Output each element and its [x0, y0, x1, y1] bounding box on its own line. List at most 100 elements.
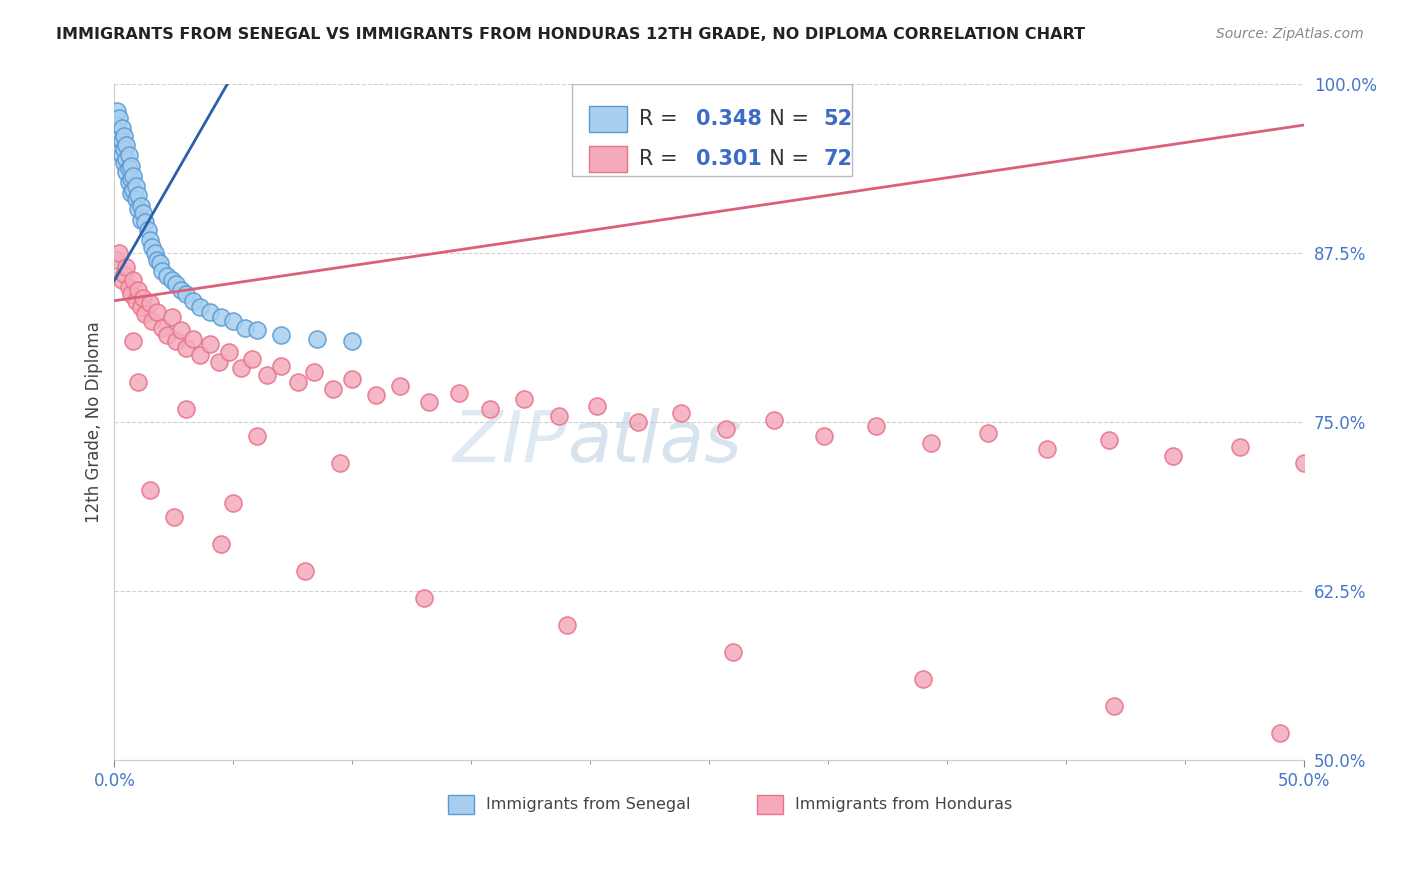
Point: [146, 304, 169, 318]
Point: [270, 327, 292, 342]
Point: [108, 246, 131, 260]
Point: [287, 375, 309, 389]
Text: 72: 72: [824, 149, 852, 169]
Point: [305, 332, 328, 346]
Text: 0.301: 0.301: [696, 149, 762, 169]
Point: [115, 165, 138, 179]
Point: [412, 591, 434, 606]
Point: [146, 253, 169, 268]
Point: [174, 287, 197, 301]
FancyBboxPatch shape: [447, 795, 474, 814]
Point: [118, 147, 141, 161]
Point: [1163, 449, 1185, 463]
Point: [512, 392, 534, 407]
Text: N =: N =: [755, 109, 815, 129]
Point: [120, 172, 142, 186]
Point: [122, 273, 145, 287]
Point: [122, 183, 145, 197]
Point: [127, 283, 149, 297]
Point: [110, 134, 132, 148]
FancyBboxPatch shape: [589, 106, 627, 132]
Point: [120, 186, 142, 200]
Point: [813, 429, 835, 443]
Text: Immigrants from Honduras: Immigrants from Honduras: [794, 797, 1012, 812]
Point: [1294, 456, 1316, 470]
Text: 0.348: 0.348: [696, 109, 762, 129]
Point: [762, 412, 785, 426]
Y-axis label: 12th Grade, No Diploma: 12th Grade, No Diploma: [86, 321, 103, 524]
FancyBboxPatch shape: [756, 795, 783, 814]
Point: [242, 351, 264, 366]
Point: [256, 368, 278, 382]
Point: [115, 152, 138, 166]
Point: [222, 314, 245, 328]
Point: [211, 537, 233, 551]
Point: [270, 359, 292, 373]
Point: [156, 327, 179, 342]
Point: [198, 304, 221, 318]
Point: [105, 118, 128, 132]
Text: R =: R =: [640, 109, 685, 129]
Point: [105, 253, 128, 268]
Point: [174, 401, 197, 416]
Point: [108, 131, 131, 145]
Point: [136, 223, 159, 237]
Point: [233, 320, 256, 334]
Point: [129, 212, 152, 227]
Point: [449, 385, 471, 400]
Point: [211, 310, 233, 324]
Point: [115, 260, 138, 274]
Point: [669, 406, 692, 420]
Point: [110, 147, 132, 161]
Point: [208, 354, 231, 368]
Point: [132, 291, 155, 305]
Point: [125, 293, 148, 308]
Point: [388, 379, 411, 393]
Point: [150, 320, 173, 334]
Point: [129, 199, 152, 213]
Point: [1098, 433, 1121, 447]
FancyBboxPatch shape: [589, 146, 627, 172]
Point: [115, 138, 138, 153]
Point: [342, 372, 364, 386]
Point: [112, 142, 135, 156]
Point: [294, 564, 316, 578]
Point: [139, 483, 162, 497]
Text: Source: ZipAtlas.com: Source: ZipAtlas.com: [1216, 27, 1364, 41]
Point: [977, 426, 1000, 441]
Point: [141, 240, 163, 254]
Point: [132, 206, 155, 220]
Point: [112, 128, 135, 143]
Point: [548, 409, 571, 423]
Point: [134, 307, 156, 321]
Point: [627, 416, 650, 430]
Point: [160, 310, 183, 324]
Point: [141, 314, 163, 328]
Text: IMMIGRANTS FROM SENEGAL VS IMMIGRANTS FROM HONDURAS 12TH GRADE, NO DIPLOMA CORRE: IMMIGRANTS FROM SENEGAL VS IMMIGRANTS FR…: [56, 27, 1085, 42]
Point: [586, 399, 609, 413]
Point: [366, 388, 388, 402]
Point: [174, 341, 197, 355]
Point: [229, 361, 252, 376]
Text: Immigrants from Senegal: Immigrants from Senegal: [485, 797, 690, 812]
Point: [342, 334, 364, 349]
Point: [160, 273, 183, 287]
FancyBboxPatch shape: [572, 85, 852, 176]
Point: [1036, 442, 1059, 457]
Point: [912, 672, 935, 686]
Point: [418, 395, 440, 409]
Point: [122, 334, 145, 349]
Point: [198, 337, 221, 351]
Point: [322, 382, 344, 396]
Point: [1270, 726, 1292, 740]
Point: [134, 215, 156, 229]
Point: [218, 345, 240, 359]
Point: [125, 192, 148, 206]
Point: [120, 159, 142, 173]
Point: [149, 256, 172, 270]
Point: [304, 365, 326, 379]
Point: [1102, 699, 1125, 714]
Point: [129, 301, 152, 315]
Text: N =: N =: [755, 149, 815, 169]
Point: [865, 419, 887, 434]
